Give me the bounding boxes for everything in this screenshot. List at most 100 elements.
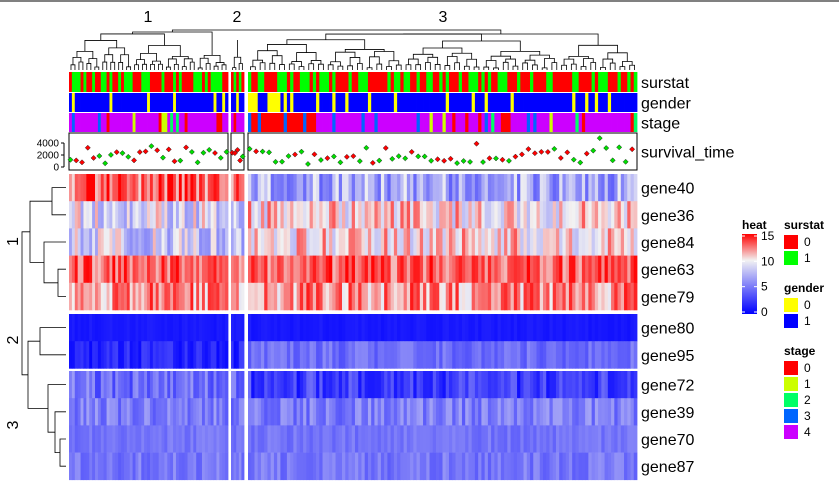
heatmap-cell xyxy=(126,282,131,311)
heat-legend-tick-label: 10 xyxy=(761,254,775,268)
gender-cell xyxy=(92,93,96,112)
heatmap-cell xyxy=(552,201,557,229)
heatmap-cell xyxy=(196,255,200,284)
heatmap-cell xyxy=(393,255,398,284)
heatmap-cell xyxy=(364,341,369,369)
gender-cell xyxy=(80,93,84,112)
stage-cell xyxy=(322,113,327,132)
dendrogram-branch xyxy=(529,54,550,61)
heatmap-cell xyxy=(345,228,349,256)
heatmap-cell xyxy=(384,201,388,229)
heatmap-cell xyxy=(542,228,547,256)
surstat-cell xyxy=(92,72,96,92)
heatmap-cell xyxy=(201,201,206,229)
stage-cell xyxy=(559,113,563,132)
heatmap-cell xyxy=(620,341,625,369)
heatmap-cell xyxy=(491,255,495,284)
heatmap-cell xyxy=(419,425,424,453)
heatmap-cell xyxy=(141,398,145,426)
stage-cell xyxy=(216,113,220,132)
gender-cell xyxy=(617,93,622,112)
heatmap-cell xyxy=(319,425,323,453)
dendrogram-branch xyxy=(473,66,480,70)
heatmap-cell xyxy=(100,228,105,256)
heatmap-cell xyxy=(393,398,398,426)
heatmap-cell xyxy=(335,314,340,342)
heatmap-cell xyxy=(387,174,392,202)
heatmap-cell xyxy=(426,341,430,369)
heatmap-cell xyxy=(207,371,212,399)
heatmap-cell xyxy=(607,174,612,202)
surstat-cell xyxy=(293,72,298,92)
gender-cell xyxy=(439,93,443,112)
heatmap-cell xyxy=(500,228,505,256)
heatmap-cell xyxy=(416,398,421,426)
heatmap-cell xyxy=(348,341,353,369)
heatmap-cell xyxy=(69,201,73,229)
heatmap-cell xyxy=(630,398,635,426)
heatmap-cell xyxy=(322,282,327,311)
heatmap-cell xyxy=(572,282,576,311)
surstat-cell xyxy=(132,72,136,92)
heatmap-cell xyxy=(92,452,96,481)
heatmap-cell xyxy=(222,174,226,202)
heatmap-cell xyxy=(89,314,93,342)
survival-point xyxy=(311,151,318,158)
heatmap-cell xyxy=(533,282,537,311)
heatmap-cell xyxy=(358,371,362,399)
heatmap-cell xyxy=(161,174,165,202)
heatmap-cell xyxy=(585,228,589,256)
heatmap-cell xyxy=(260,452,265,481)
heatmap-cell xyxy=(155,228,160,256)
stage-cell xyxy=(354,113,359,132)
heatmap-cell xyxy=(367,425,372,453)
heatmap-cell xyxy=(138,398,142,426)
surstat-cell xyxy=(591,72,596,92)
surstat-cell xyxy=(497,72,502,92)
heatmap-cell xyxy=(471,314,476,342)
heatmap-cell xyxy=(371,398,375,426)
heatmap-cell xyxy=(520,452,524,481)
heatmap-cell xyxy=(293,341,298,369)
heatmap-cell xyxy=(400,452,404,481)
gender-cell xyxy=(286,93,291,112)
heatmap-cell xyxy=(152,174,157,202)
heatmap-cell xyxy=(510,398,515,426)
heatmap-cell xyxy=(175,282,180,311)
heatmap-cell xyxy=(384,452,388,481)
heatmap-cell xyxy=(144,314,148,342)
heatmap-cell xyxy=(222,255,226,284)
heatmap-cell xyxy=(184,452,188,481)
heatmap-cell xyxy=(260,228,265,256)
heatmap-cell xyxy=(306,228,310,256)
stage-cell xyxy=(588,113,593,132)
gender-cell xyxy=(158,93,162,112)
heatmap-cell xyxy=(207,314,212,342)
surstat-cell xyxy=(158,72,162,92)
surstat-cell xyxy=(225,72,229,92)
heatmap-cell xyxy=(319,341,323,369)
stage-cell xyxy=(95,113,99,132)
heatmap-cell xyxy=(572,255,576,284)
stage-cell xyxy=(429,113,434,132)
heatmap-cell xyxy=(89,228,93,256)
heatmap-cell xyxy=(121,341,125,369)
heatmap-cell xyxy=(510,425,515,453)
stage-cell xyxy=(627,113,631,132)
heatmap-cell xyxy=(80,282,84,311)
heatmap-cell xyxy=(452,341,456,369)
heatmap-cell xyxy=(380,314,385,342)
stage-cell xyxy=(296,113,301,132)
gender-cell xyxy=(147,93,151,112)
heatmap-cell xyxy=(484,398,489,426)
stage-cell xyxy=(181,113,186,132)
heatmap-cell xyxy=(216,282,220,311)
heatmap-cell xyxy=(581,255,586,284)
heatmap-cell xyxy=(161,341,165,369)
heatmap-cell xyxy=(132,255,136,284)
heatmap-cell xyxy=(181,425,186,453)
heatmap-cell xyxy=(439,425,443,453)
heatmap-cell xyxy=(468,371,473,399)
heatmap-cell xyxy=(332,341,336,369)
stage-cell xyxy=(115,113,119,132)
